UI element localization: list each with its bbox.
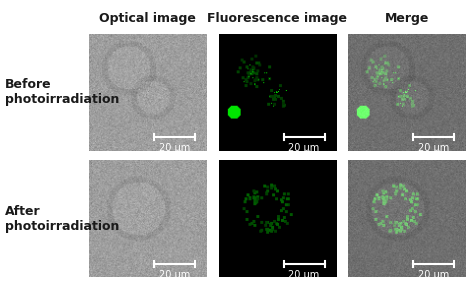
Text: After
photoirradiation: After photoirradiation	[5, 205, 119, 233]
Text: Merge: Merge	[385, 12, 429, 25]
Text: 20 μm: 20 μm	[159, 143, 190, 153]
Text: Fluorescence image: Fluorescence image	[207, 12, 347, 25]
Text: 20 μm: 20 μm	[418, 270, 449, 280]
Text: 20 μm: 20 μm	[289, 270, 320, 280]
Text: 20 μm: 20 μm	[289, 143, 320, 153]
Text: Optical image: Optical image	[99, 12, 196, 25]
Text: Before
photoirradiation: Before photoirradiation	[5, 78, 119, 106]
Text: 20 μm: 20 μm	[418, 143, 449, 153]
Text: 20 μm: 20 μm	[159, 270, 190, 280]
